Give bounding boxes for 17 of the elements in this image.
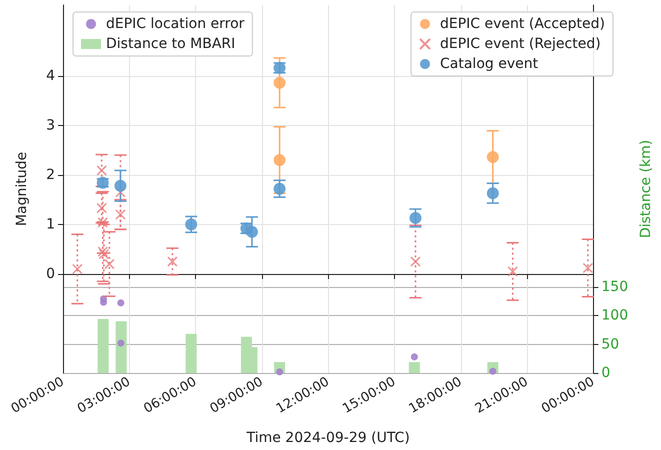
- y-tick-label: 1: [46, 216, 55, 232]
- y2-tick-label: 150: [601, 278, 628, 295]
- legend-label: dEPIC location error: [106, 16, 245, 32]
- legend-label: Catalog event: [440, 56, 539, 72]
- y2-axis-title: Distance (km): [638, 140, 654, 238]
- legend-label: Distance to MBARI: [106, 36, 236, 52]
- x-axis-title: Time 2024-09-29 (UTC): [246, 430, 410, 446]
- legend-label: dEPIC event (Rejected): [440, 36, 601, 52]
- y2-tick-label: 50: [601, 336, 620, 352]
- y-axis-title: Magnitude: [14, 152, 30, 226]
- legend-label: dEPIC event (Accepted): [440, 16, 606, 32]
- y2-tick-label: 100: [601, 308, 628, 324]
- y-tick-label: 0: [46, 266, 55, 282]
- y2-tick-label: 0: [601, 365, 610, 381]
- y-tick-label: 4: [46, 68, 56, 84]
- y-tick-label: 3: [46, 117, 55, 134]
- y-tick-label: 2: [46, 166, 55, 183]
